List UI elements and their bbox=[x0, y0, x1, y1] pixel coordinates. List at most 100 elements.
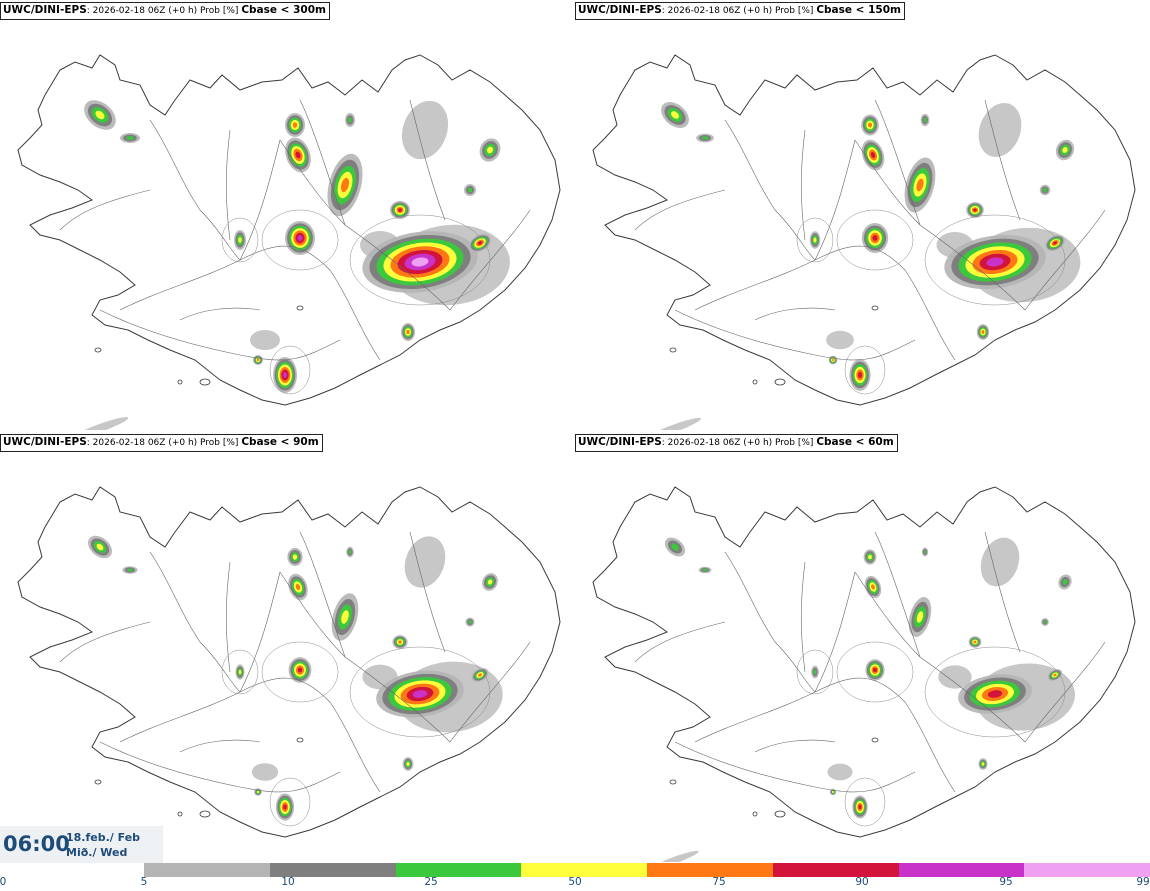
islet bbox=[752, 379, 758, 385]
probability-area bbox=[84, 100, 116, 130]
probability-area bbox=[401, 323, 415, 341]
map-iceland-90m bbox=[17, 486, 561, 862]
probability-area bbox=[482, 573, 498, 591]
road-line bbox=[814, 571, 856, 693]
road-line bbox=[199, 209, 241, 261]
islet bbox=[94, 779, 102, 785]
valid-time-box: 06:00 18.feb./ Feb Mið./ Wed bbox=[0, 826, 163, 863]
glacier-outline bbox=[924, 214, 1066, 306]
probability-area bbox=[865, 659, 885, 681]
road-line bbox=[279, 571, 346, 658]
road-line bbox=[984, 99, 1021, 221]
threshold-label: Cbase < 90m bbox=[241, 436, 319, 448]
probability-area bbox=[285, 221, 315, 255]
probability-area bbox=[402, 757, 414, 771]
colorbar-segment bbox=[144, 863, 270, 877]
glacier-outline bbox=[269, 777, 311, 827]
probability-area bbox=[904, 157, 936, 213]
low-probability-area bbox=[827, 763, 853, 781]
probability-area bbox=[234, 230, 246, 250]
probability-area bbox=[1055, 139, 1075, 161]
colorbar-segment bbox=[772, 863, 899, 877]
islet bbox=[94, 347, 102, 353]
glacier-outline bbox=[349, 214, 491, 306]
probability-area bbox=[288, 657, 312, 683]
glacier-outline bbox=[261, 641, 339, 703]
road-line bbox=[854, 571, 921, 658]
probability-area bbox=[468, 233, 492, 253]
probability-area bbox=[861, 223, 889, 253]
glacier-outline bbox=[796, 217, 834, 263]
probability-area bbox=[346, 546, 354, 558]
islet bbox=[752, 811, 758, 817]
islet bbox=[177, 811, 183, 817]
road-line bbox=[904, 701, 956, 793]
glacier-outline bbox=[924, 646, 1066, 738]
probability-area bbox=[849, 359, 871, 391]
road-line bbox=[800, 561, 806, 673]
probability-area bbox=[958, 674, 1032, 714]
road-line bbox=[919, 224, 1026, 311]
colorbar-tick-label: 95 bbox=[999, 876, 1013, 888]
probability-area bbox=[120, 133, 140, 143]
road-line bbox=[99, 309, 341, 361]
colorbar-tick-label: 25 bbox=[424, 876, 438, 888]
probability-area bbox=[254, 788, 262, 796]
road-line bbox=[239, 571, 281, 693]
probability-area bbox=[362, 231, 478, 293]
road-line bbox=[724, 551, 776, 643]
low-probability-area bbox=[826, 330, 854, 350]
road-line bbox=[724, 119, 776, 211]
road-line bbox=[179, 307, 261, 321]
colorbar-tick-label: 10 bbox=[281, 876, 295, 888]
probability-area bbox=[285, 113, 305, 137]
probability-area bbox=[944, 234, 1046, 290]
probability-area bbox=[1058, 574, 1072, 590]
coastline bbox=[592, 486, 1136, 838]
threshold-label: Cbase < 60m bbox=[816, 436, 894, 448]
road-line bbox=[754, 307, 836, 321]
road-line bbox=[409, 99, 446, 221]
glacier-outline bbox=[221, 217, 259, 263]
low-probability-area bbox=[401, 100, 449, 160]
road-line bbox=[409, 531, 446, 653]
probability-area bbox=[122, 566, 138, 574]
road-line bbox=[99, 741, 341, 793]
probability-area bbox=[331, 593, 359, 641]
probability-area bbox=[809, 231, 821, 249]
colorbar-segment bbox=[269, 863, 396, 877]
probability-area bbox=[978, 758, 988, 770]
colorbar-tick-label: 99 bbox=[1136, 876, 1150, 888]
islet bbox=[199, 378, 211, 386]
low-probability-area bbox=[978, 103, 1022, 157]
probability-area bbox=[863, 549, 877, 565]
road-line bbox=[119, 245, 331, 311]
probability-area bbox=[235, 664, 245, 680]
road-line bbox=[904, 269, 956, 361]
road-line bbox=[344, 656, 451, 743]
probability-area bbox=[392, 635, 408, 649]
glacier-outline bbox=[836, 641, 914, 703]
probability-area bbox=[479, 138, 501, 162]
probability-area bbox=[327, 153, 363, 217]
coastline bbox=[17, 54, 561, 406]
probability-area bbox=[87, 535, 113, 559]
threshold-label: Cbase < 150m bbox=[816, 4, 901, 16]
probability-area bbox=[908, 597, 932, 637]
glacier-outline bbox=[221, 649, 259, 695]
valid-date-line1: 18.feb./ Feb bbox=[66, 831, 141, 844]
panel-title-300m: UWC/DINI-EPS: 2026-02-18 06Z (+0 h) Prob… bbox=[0, 2, 330, 20]
islet bbox=[296, 305, 304, 311]
islet bbox=[296, 737, 304, 743]
glacier-outline bbox=[844, 777, 886, 827]
road-line bbox=[674, 309, 916, 361]
islet bbox=[774, 810, 786, 818]
valid-time-clock: 06:00 bbox=[3, 832, 70, 856]
map-panel-300m: UWC/DINI-EPS: 2026-02-18 06Z (+0 h) Prob… bbox=[0, 0, 575, 430]
road-line bbox=[329, 269, 381, 361]
model-name: UWC/DINI-EPS bbox=[578, 4, 662, 16]
probability-area bbox=[921, 547, 929, 557]
low-probability-area bbox=[648, 417, 702, 430]
probability-area bbox=[852, 795, 868, 819]
probability-area bbox=[966, 202, 984, 218]
